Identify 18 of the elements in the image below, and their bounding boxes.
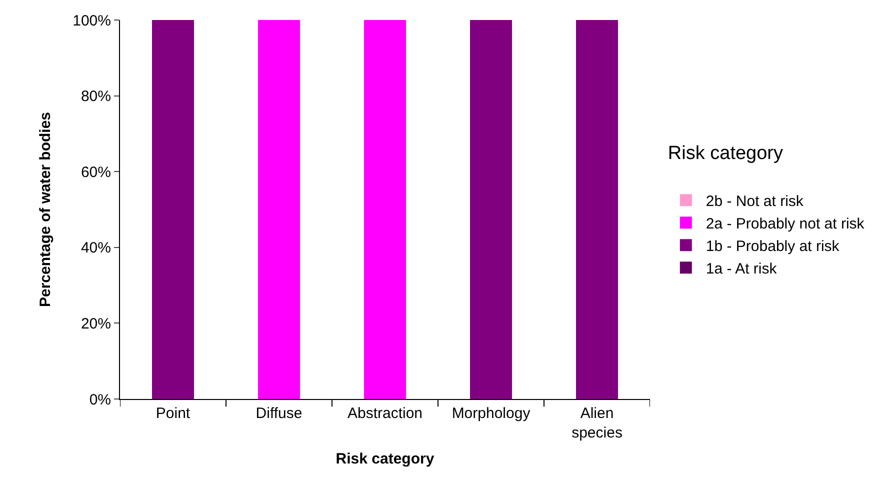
legend-label: 1b - Probably at risk bbox=[706, 238, 840, 255]
x-tick-label: Alien species bbox=[572, 405, 622, 442]
legend-label: 2b - Not at risk bbox=[706, 193, 804, 210]
x-tick-label: Abstraction bbox=[347, 405, 423, 422]
legend-label: 2a - Probably not at risk bbox=[706, 216, 865, 232]
y-tick-label: 20% bbox=[80, 315, 111, 332]
y-tick-label: 60% bbox=[80, 164, 111, 181]
legend-title: Risk category bbox=[668, 143, 784, 164]
legend-label: 1a - At risk bbox=[706, 260, 778, 278]
x-tick-label: Point bbox=[156, 405, 191, 422]
y-axis-title: Percentage of water bodies bbox=[36, 112, 54, 308]
y-tick-label: 0% bbox=[89, 391, 111, 408]
x-tick-label: Diffuse bbox=[256, 405, 302, 422]
y-tick-label: 40% bbox=[80, 240, 111, 257]
x-axis-title: Risk category bbox=[336, 450, 435, 468]
x-tick-label: Morphology bbox=[452, 405, 531, 422]
y-tick-label: 100% bbox=[72, 12, 111, 30]
y-tick-label: 80% bbox=[80, 88, 111, 106]
